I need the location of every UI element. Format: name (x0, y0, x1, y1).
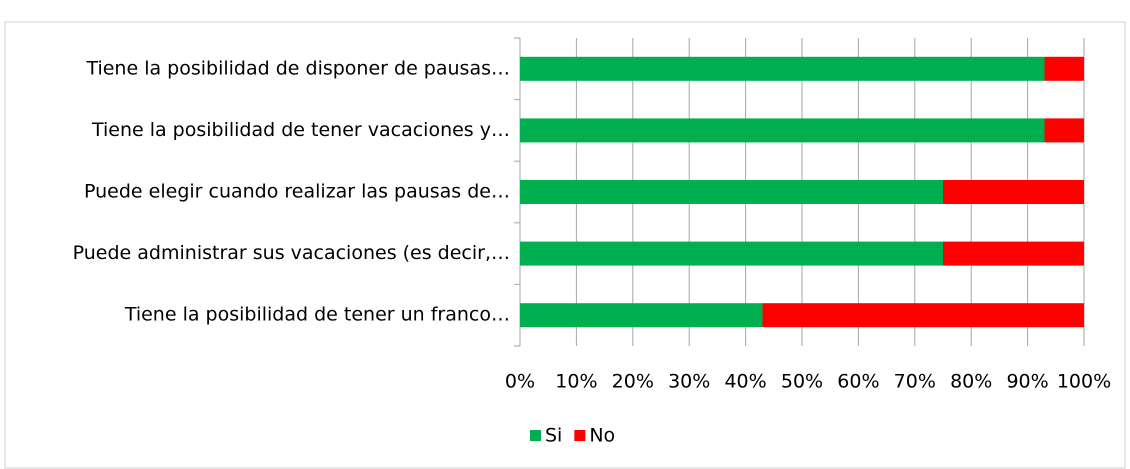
bar-segment (520, 118, 1045, 143)
x-tick-label: 60% (837, 371, 879, 393)
x-tick-label: 10% (555, 371, 597, 393)
bar-segment (1044, 118, 1084, 143)
legend-swatch (574, 430, 586, 441)
bar-segment (520, 180, 943, 204)
category-label: Tiene la posibilidad de tener un franco… (124, 304, 510, 326)
bar-segment (520, 303, 763, 328)
legend-label: No (589, 425, 615, 447)
x-tick-label: 30% (668, 371, 710, 393)
bar-segment (762, 303, 1084, 328)
x-tick-label: 100% (1057, 371, 1111, 393)
bar-segment (520, 241, 943, 266)
category-label: Tiene la posibilidad de tener vacaciones… (91, 119, 510, 141)
legend-label: Si (545, 425, 562, 447)
x-tick-label: 50% (781, 371, 823, 393)
x-tick-label: 20% (612, 371, 654, 393)
x-tick-label: 90% (1006, 371, 1048, 393)
x-tick-label: 0% (505, 371, 535, 393)
category-label: Puede administrar sus vacaciones (es dec… (73, 242, 510, 264)
bar-segment (943, 180, 1084, 204)
bar-segment (943, 241, 1084, 266)
legend-swatch (530, 430, 541, 441)
bar-segment (1044, 56, 1084, 81)
bar-segment (520, 56, 1045, 81)
x-tick-label: 70% (894, 371, 936, 393)
category-label: Puede elegir cuando realizar las pausas … (84, 181, 510, 203)
category-label: Tiene la posibilidad de disponer de paus… (85, 57, 510, 79)
x-tick-label: 80% (950, 371, 992, 393)
x-tick-label: 40% (724, 371, 766, 393)
